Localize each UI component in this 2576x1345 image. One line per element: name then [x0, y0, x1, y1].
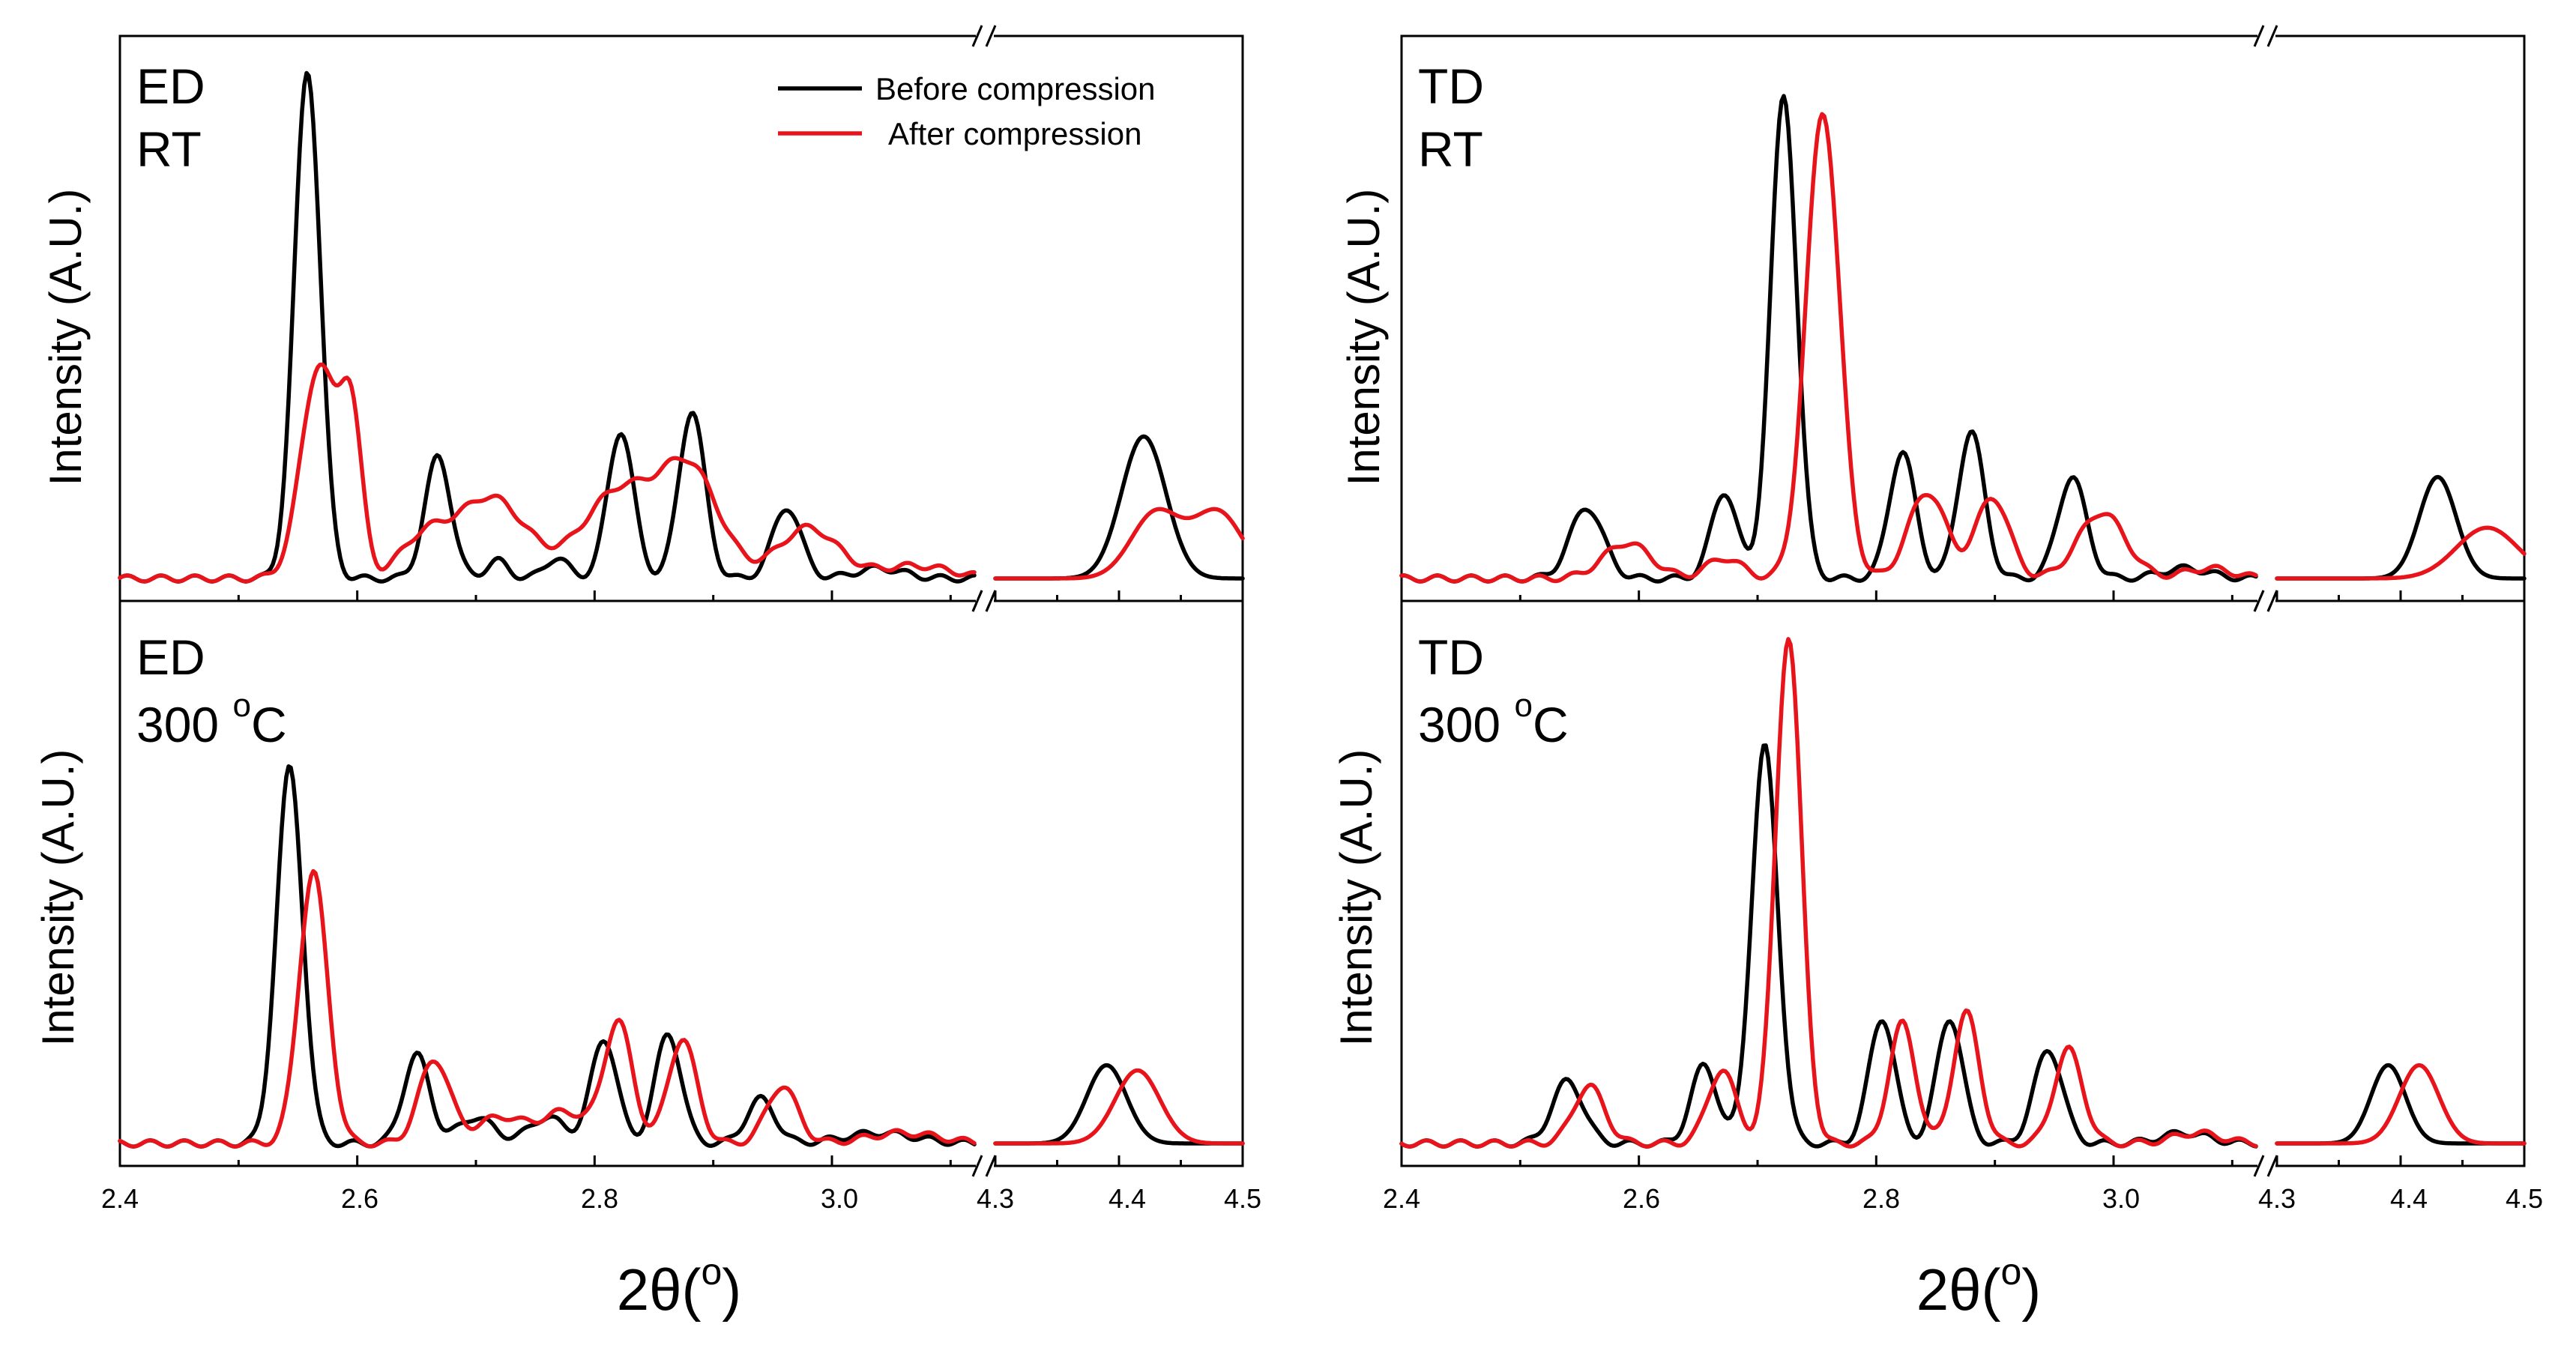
series-before-ed-300-seg2 — [993, 1063, 1245, 1146]
panel-label-ed-300-line1: ED — [136, 629, 205, 685]
series-after-td-300-seg2 — [2275, 1063, 2527, 1146]
series-after-td-rt-seg2 — [2275, 525, 2527, 581]
series-before-td-300-seg2 — [2275, 1063, 2527, 1146]
tick-label-2.8: 2.8 — [1862, 1183, 1900, 1214]
axis-break-mark-ed-300 — [985, 1155, 997, 1177]
plot-layer — [118, 25, 2527, 1177]
tick-label-3.0: 3.0 — [2102, 1183, 2140, 1214]
tick-label-2.4: 2.4 — [1383, 1183, 1420, 1214]
tick-label-2.6: 2.6 — [1623, 1183, 1660, 1214]
ylabel-ed-300: Intensity (A.U.) — [33, 749, 83, 1047]
series-after-ed-rt-seg2 — [993, 507, 1245, 581]
ylabel-td-rt: Intensity (A.U.) — [1339, 189, 1389, 486]
plot-frame-td-rt — [1400, 34, 2526, 602]
axis-break-mark-td-rt — [2253, 25, 2265, 47]
axis-break-mark-ed-rt — [971, 25, 983, 47]
axis-break-gap-td-300 — [2257, 1163, 2275, 1169]
legend: Before compression After compression — [778, 71, 1156, 151]
axis-break-gap-ed-300 — [976, 598, 994, 604]
tick-label-4.3: 4.3 — [2258, 1183, 2296, 1214]
tick-label-4.5: 4.5 — [2506, 1183, 2543, 1214]
series-after-td-rt-seg1 — [1399, 112, 2258, 584]
tick-label-2.8: 2.8 — [581, 1183, 618, 1214]
panel-label-td-rt-line2: RT — [1418, 121, 1483, 177]
ylabel-td-300: Intensity (A.U.) — [1331, 749, 1381, 1047]
series-after-td-300-seg1 — [1399, 637, 2258, 1149]
axis-break-mark-td-300 — [2253, 590, 2265, 612]
tick-label-4.3: 4.3 — [977, 1183, 1014, 1214]
axis-break-mark-td-rt — [2266, 25, 2278, 47]
xlabel-right: 2θ(o) — [1916, 1251, 2042, 1323]
tick-label-4.5: 4.5 — [1224, 1183, 1261, 1214]
tick-labels-left: 2.4 2.6 2.8 3.0 4.3 4.4 4.5 — [101, 1183, 1261, 1214]
tick-label-3.0: 3.0 — [821, 1183, 858, 1214]
axis-break-mark-ed-300 — [971, 590, 983, 612]
series-before-ed-300-seg1 — [118, 764, 977, 1149]
axis-break-mark-td-300 — [2266, 590, 2278, 612]
tick-label-2.6: 2.6 — [341, 1183, 378, 1214]
axis-break-gap-ed-300 — [976, 1163, 994, 1169]
series-after-ed-300-seg2 — [993, 1068, 1245, 1146]
tick-label-2.4: 2.4 — [101, 1183, 139, 1214]
axis-break-mark-ed-300 — [985, 590, 997, 612]
panel-label-td-rt-line1: TD — [1418, 58, 1484, 114]
panel-label-td-300-line2: 300 oC — [1418, 687, 1569, 752]
series-after-ed-300-seg1 — [118, 868, 977, 1149]
series-after-ed-rt-seg1 — [118, 362, 977, 584]
panel-label-ed-rt-line2: RT — [136, 121, 202, 177]
ylabel-ed-rt: Intensity (A.U.) — [40, 189, 91, 486]
axis-break-gap-td-300 — [2257, 598, 2275, 604]
axis-break-gap-td-rt — [2257, 33, 2275, 39]
axis-break-mark-ed-300 — [971, 1155, 983, 1177]
tick-label-4.4: 4.4 — [2390, 1183, 2428, 1214]
tick-label-4.4: 4.4 — [1108, 1183, 1146, 1214]
panel-label-ed-rt-line1: ED — [136, 58, 205, 114]
legend-label-after: After compression — [888, 116, 1141, 151]
panel-label-ed-300-line2: 300 oC — [136, 687, 287, 752]
xlabel-left: 2θ(o) — [617, 1251, 742, 1323]
series-before-ed-rt-seg1 — [118, 70, 977, 584]
plot-frame-td-300 — [1400, 599, 2526, 1167]
series-before-td-300-seg1 — [1399, 743, 2258, 1149]
series-before-td-rt-seg1 — [1399, 94, 2258, 584]
plot-frame-ed-300 — [118, 599, 1244, 1167]
legend-label-before: Before compression — [875, 71, 1156, 106]
axis-break-mark-ed-rt — [985, 25, 997, 47]
axis-break-mark-td-300 — [2253, 1155, 2265, 1177]
axis-break-gap-ed-rt — [976, 33, 994, 39]
tick-labels-right: 2.4 2.6 2.8 3.0 4.3 4.4 4.5 — [1383, 1183, 2543, 1214]
axis-break-mark-td-300 — [2266, 1155, 2278, 1177]
panel-label-td-300-line1: TD — [1418, 629, 1484, 685]
